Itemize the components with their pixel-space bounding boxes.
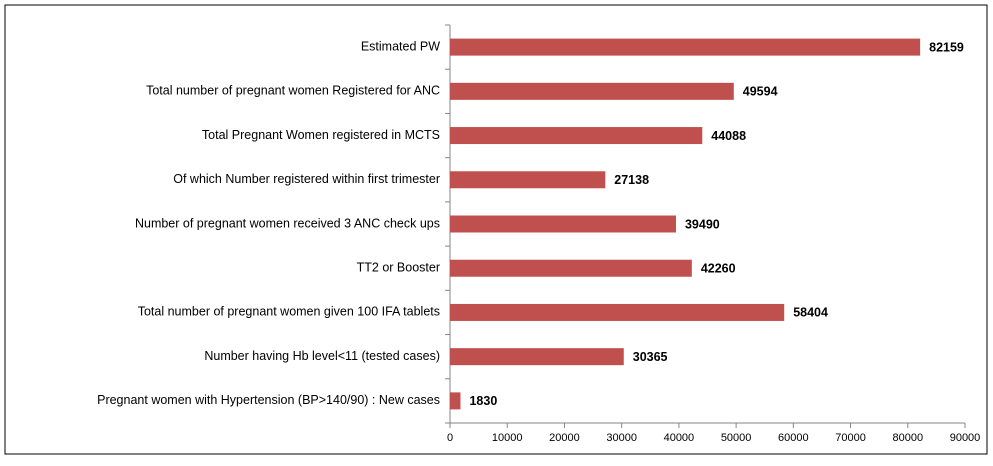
y-tick-label: Number of pregnant women received 3 ANC … <box>135 216 440 230</box>
x-tick-label: 0 <box>447 432 453 444</box>
y-tick-label: Total Pregnant Women registered in MCTS <box>202 128 440 142</box>
bar <box>450 215 676 233</box>
y-tick-label: Total number of pregnant women given 100… <box>138 305 440 319</box>
x-tick-label: 60000 <box>778 432 809 444</box>
x-tick-label: 10000 <box>492 432 523 444</box>
y-tick-label: Pregnant women with Hypertension (BP>140… <box>97 393 440 407</box>
bar <box>450 171 606 189</box>
data-label: 82159 <box>929 40 964 54</box>
x-tick-label: 50000 <box>721 432 752 444</box>
x-tick-label: 40000 <box>664 432 695 444</box>
data-label: 30365 <box>633 350 668 364</box>
bar <box>450 259 692 277</box>
bar <box>450 82 734 100</box>
y-tick-label: TT2 or Booster <box>357 261 440 275</box>
data-label: 49594 <box>743 85 778 99</box>
bar <box>450 303 785 321</box>
y-tick-label: Number having Hb level<11 (tested cases) <box>204 349 440 363</box>
x-tick-label: 30000 <box>606 432 637 444</box>
y-tick-label: Of which Number registered within first … <box>173 172 440 186</box>
bar <box>450 38 921 56</box>
bar <box>450 392 461 410</box>
y-tick-label: Total number of pregnant women Registere… <box>146 84 440 98</box>
x-tick-label: 80000 <box>892 432 923 444</box>
data-label: 44088 <box>711 129 746 143</box>
data-label: 27138 <box>614 173 649 187</box>
data-label: 39490 <box>685 217 720 231</box>
data-label: 1830 <box>469 394 497 408</box>
data-label: 42260 <box>701 262 736 276</box>
data-label: 58404 <box>793 306 828 320</box>
x-tick-label: 70000 <box>835 432 866 444</box>
bar <box>450 348 624 366</box>
y-tick-label: Estimated PW <box>361 39 440 53</box>
x-tick-label: 90000 <box>950 432 981 444</box>
x-tick-label: 20000 <box>549 432 580 444</box>
bar <box>450 127 703 145</box>
